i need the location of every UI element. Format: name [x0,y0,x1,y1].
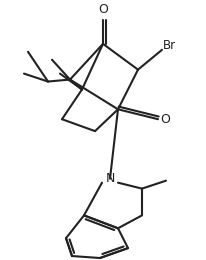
Text: O: O [98,3,108,16]
Text: O: O [160,113,170,126]
Text: Br: Br [163,39,176,52]
Text: N: N [105,172,115,185]
